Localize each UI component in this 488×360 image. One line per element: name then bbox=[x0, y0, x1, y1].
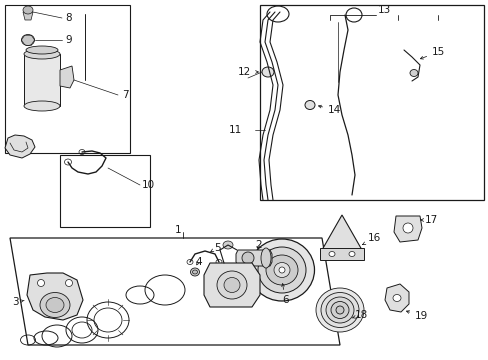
Text: 9: 9 bbox=[65, 35, 71, 45]
Ellipse shape bbox=[26, 46, 58, 54]
Text: 16: 16 bbox=[362, 233, 381, 245]
Ellipse shape bbox=[320, 292, 358, 328]
Bar bbox=[260, 5, 483, 200]
Ellipse shape bbox=[224, 278, 240, 292]
Text: 10: 10 bbox=[142, 180, 155, 190]
Bar bbox=[60, 155, 150, 227]
Polygon shape bbox=[321, 215, 361, 250]
Ellipse shape bbox=[190, 268, 199, 276]
Ellipse shape bbox=[65, 279, 72, 287]
Text: 17: 17 bbox=[420, 215, 437, 225]
Ellipse shape bbox=[325, 297, 353, 323]
Ellipse shape bbox=[305, 100, 314, 109]
Ellipse shape bbox=[273, 262, 289, 278]
Polygon shape bbox=[27, 273, 83, 320]
Polygon shape bbox=[5, 135, 35, 158]
Text: 1: 1 bbox=[175, 225, 181, 235]
Ellipse shape bbox=[261, 248, 270, 268]
Ellipse shape bbox=[249, 239, 314, 301]
Ellipse shape bbox=[192, 270, 197, 274]
Ellipse shape bbox=[23, 6, 33, 14]
Ellipse shape bbox=[262, 67, 273, 77]
Ellipse shape bbox=[242, 252, 253, 264]
Text: 3: 3 bbox=[12, 297, 24, 307]
Ellipse shape bbox=[223, 241, 232, 249]
Ellipse shape bbox=[24, 49, 60, 59]
Text: 4: 4 bbox=[195, 257, 201, 267]
Ellipse shape bbox=[265, 255, 297, 285]
Ellipse shape bbox=[335, 306, 343, 314]
Text: 13: 13 bbox=[377, 5, 390, 15]
Ellipse shape bbox=[217, 271, 246, 299]
Polygon shape bbox=[393, 216, 421, 242]
Ellipse shape bbox=[21, 35, 35, 45]
Ellipse shape bbox=[258, 247, 305, 293]
Ellipse shape bbox=[402, 223, 412, 233]
Text: 11: 11 bbox=[228, 125, 242, 135]
Text: 19: 19 bbox=[406, 311, 427, 321]
Text: 18: 18 bbox=[351, 310, 367, 320]
Text: 2: 2 bbox=[254, 240, 261, 250]
Polygon shape bbox=[60, 66, 74, 88]
Ellipse shape bbox=[24, 101, 60, 111]
Polygon shape bbox=[203, 263, 260, 307]
Ellipse shape bbox=[38, 279, 44, 287]
Text: 7: 7 bbox=[122, 90, 128, 100]
Ellipse shape bbox=[330, 302, 348, 319]
Polygon shape bbox=[236, 250, 271, 266]
Ellipse shape bbox=[46, 297, 64, 312]
Ellipse shape bbox=[348, 252, 354, 257]
Ellipse shape bbox=[409, 69, 417, 77]
Bar bbox=[5, 5, 130, 153]
Ellipse shape bbox=[392, 294, 400, 302]
Text: 15: 15 bbox=[420, 47, 445, 59]
Text: 5: 5 bbox=[210, 243, 220, 253]
Text: 8: 8 bbox=[65, 13, 71, 23]
Polygon shape bbox=[23, 12, 33, 20]
Ellipse shape bbox=[40, 292, 70, 318]
Ellipse shape bbox=[328, 252, 334, 257]
Ellipse shape bbox=[315, 288, 363, 332]
Bar bbox=[319, 248, 363, 260]
Ellipse shape bbox=[279, 267, 285, 273]
Text: 12: 12 bbox=[238, 67, 258, 77]
Bar bbox=[24, 54, 60, 106]
Text: 14: 14 bbox=[318, 105, 341, 115]
Polygon shape bbox=[384, 284, 408, 312]
Text: 6: 6 bbox=[281, 284, 288, 305]
